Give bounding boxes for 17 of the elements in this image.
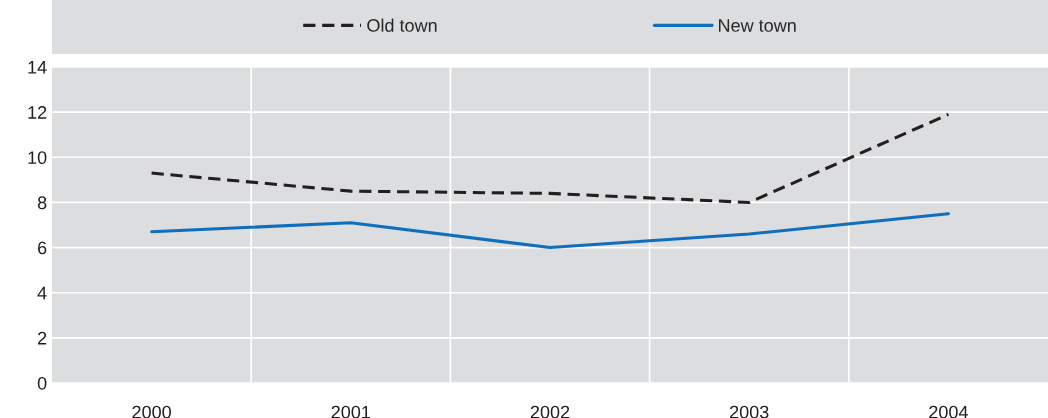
y-tick-label: 12 <box>28 106 47 119</box>
x-tick-label: 2004 <box>929 405 968 418</box>
y-tick-label: 6 <box>38 241 47 255</box>
line-series <box>150 112 950 204</box>
legend-label: New town <box>719 19 796 32</box>
y-tick-label: 14 <box>28 61 47 74</box>
x-tick-label: 2002 <box>530 405 570 418</box>
x-tick-label: 2001 <box>331 405 370 418</box>
y-tick-label: 2 <box>38 331 47 345</box>
y-tick-label: 10 <box>28 151 47 165</box>
x-tick-label: 2000 <box>132 405 171 418</box>
x-tick-label: 2003 <box>730 405 769 418</box>
legend-label: Old town <box>367 18 437 32</box>
y-tick-label: 0 <box>37 376 47 390</box>
y-tick-label: 8 <box>37 196 47 210</box>
line-series <box>150 212 950 250</box>
y-tick-label: 4 <box>37 286 47 300</box>
